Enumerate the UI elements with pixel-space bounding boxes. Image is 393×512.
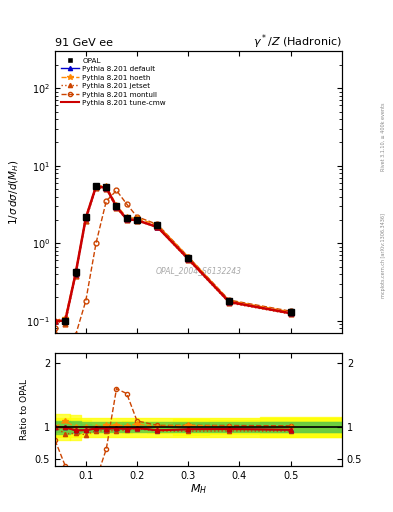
Legend: OPAL, Pythia 8.201 default, Pythia 8.201 hoeth, Pythia 8.201 jetset, Pythia 8.20: OPAL, Pythia 8.201 default, Pythia 8.201…: [59, 55, 168, 109]
Text: Rivet 3.1.10, ≥ 400k events: Rivet 3.1.10, ≥ 400k events: [381, 102, 386, 171]
Y-axis label: $1/\sigma\,d\sigma/d(M_H)$: $1/\sigma\,d\sigma/d(M_H)$: [7, 159, 21, 225]
Text: $\gamma^*/Z$ (Hadronic): $\gamma^*/Z$ (Hadronic): [253, 33, 342, 51]
Text: OPAL_2004_S6132243: OPAL_2004_S6132243: [156, 266, 241, 275]
Text: 91 GeV ee: 91 GeV ee: [55, 38, 113, 48]
Text: mcplots.cern.ch [arXiv:1306.3436]: mcplots.cern.ch [arXiv:1306.3436]: [381, 214, 386, 298]
Y-axis label: Ratio to OPAL: Ratio to OPAL: [20, 379, 29, 440]
X-axis label: $M_H$: $M_H$: [190, 482, 207, 496]
